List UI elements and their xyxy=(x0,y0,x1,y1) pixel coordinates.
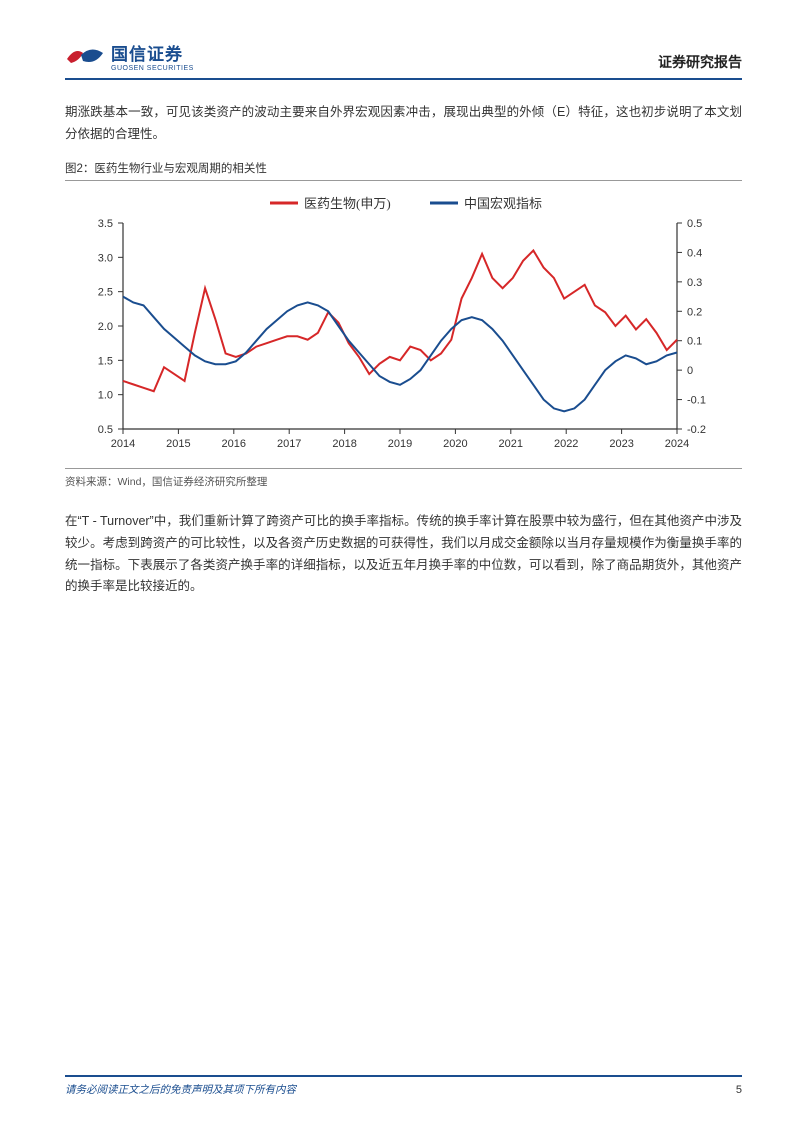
chart-source: 资料来源：Wind，国信证券经济研究所整理 xyxy=(65,468,742,489)
correlation-line-chart: 医药生物(申万) 中国宏观指标 0.5 1.0 1.5 2.0 2.5 3.0 3.5 -0.2 -… xyxy=(65,189,742,464)
turnover-paragraph: 在“T - Turnover”中，我们重新计算了跨资产可比的换手率指标。传统的换… xyxy=(65,511,742,599)
chart-svg: 医药生物(申万) 中国宏观指标 0.5 1.0 1.5 2.0 2.5 3.0 3.5 -0.2 -… xyxy=(65,189,735,459)
svg-text:0: 0 xyxy=(687,365,693,377)
svg-text:1.0: 1.0 xyxy=(98,389,113,401)
report-type-label: 证券研究报告 xyxy=(658,52,742,72)
svg-text:0.3: 0.3 xyxy=(687,277,702,289)
svg-text:0.1: 0.1 xyxy=(687,335,702,347)
svg-text:-0.1: -0.1 xyxy=(687,394,706,406)
svg-text:2021: 2021 xyxy=(499,438,523,450)
logo-mark-icon xyxy=(65,43,105,69)
page-header: 国信证券 GUOSEN SECURITIES 证券研究报告 xyxy=(65,40,742,80)
logo-name-cn: 国信证券 xyxy=(111,40,194,65)
footer-disclaimer: 请务必阅读正文之后的免责声明及其项下所有内容 xyxy=(65,1082,296,1097)
svg-text:2017: 2017 xyxy=(277,438,301,450)
svg-text:2022: 2022 xyxy=(554,438,578,450)
page-footer: 请务必阅读正文之后的免责声明及其项下所有内容 5 xyxy=(65,1075,742,1097)
svg-text:2.5: 2.5 xyxy=(98,286,113,298)
svg-text:中国宏观指标: 中国宏观指标 xyxy=(464,196,542,211)
chart-caption-prefix: 图2： xyxy=(65,163,94,175)
company-logo: 国信证券 GUOSEN SECURITIES xyxy=(65,40,194,72)
chart-source-text: Wind，国信证券经济研究所整理 xyxy=(118,476,268,488)
svg-text:1.5: 1.5 xyxy=(98,355,113,367)
intro-paragraph: 期涨跌基本一致，可见该类资产的波动主要来自外界宏观因素冲击，展现出典型的外倾（E… xyxy=(65,102,742,146)
svg-text:0.5: 0.5 xyxy=(687,218,702,230)
svg-text:2015: 2015 xyxy=(166,438,190,450)
svg-text:2024: 2024 xyxy=(665,438,689,450)
svg-text:0.4: 0.4 xyxy=(687,247,702,259)
svg-text:0.2: 0.2 xyxy=(687,306,702,318)
svg-text:2016: 2016 xyxy=(222,438,246,450)
svg-text:-0.2: -0.2 xyxy=(687,424,706,436)
svg-text:3.5: 3.5 xyxy=(98,218,113,230)
svg-text:0.5: 0.5 xyxy=(98,424,113,436)
svg-text:2.0: 2.0 xyxy=(98,321,113,333)
svg-text:2014: 2014 xyxy=(111,438,135,450)
svg-text:2019: 2019 xyxy=(388,438,412,450)
page-number: 5 xyxy=(736,1084,742,1096)
svg-text:2018: 2018 xyxy=(332,438,356,450)
chart-caption-text: 医药生物行业与宏观周期的相关性 xyxy=(94,163,267,175)
chart-caption: 图2：医药生物行业与宏观周期的相关性 xyxy=(65,160,742,181)
svg-text:3.0: 3.0 xyxy=(98,252,113,264)
chart-source-prefix: 资料来源： xyxy=(65,476,118,488)
svg-text:医药生物(申万): 医药生物(申万) xyxy=(304,196,391,211)
logo-name-en: GUOSEN SECURITIES xyxy=(111,65,194,72)
svg-text:2020: 2020 xyxy=(443,438,467,450)
svg-text:2023: 2023 xyxy=(609,438,633,450)
